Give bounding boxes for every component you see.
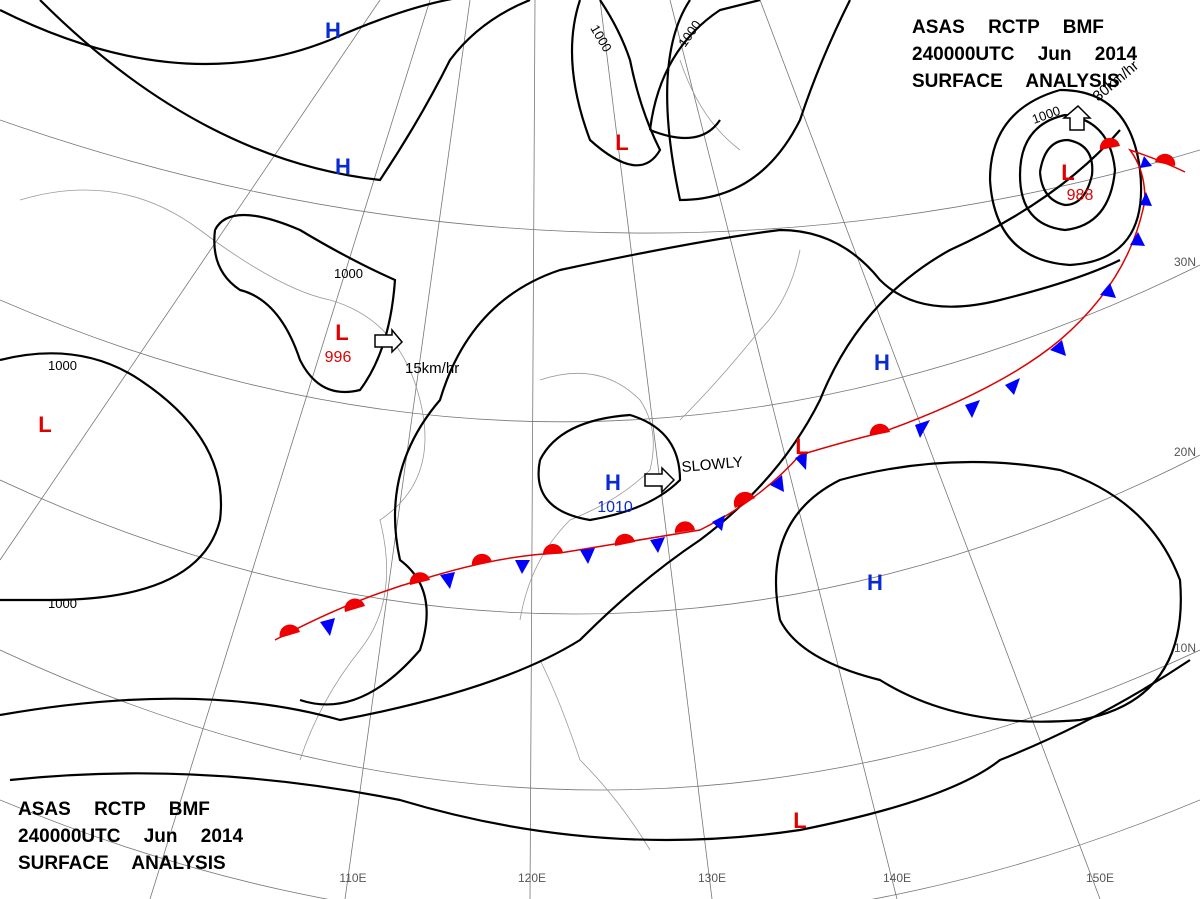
isobar-label: 1000 [48, 596, 77, 611]
latitude-label: 20N [1174, 445, 1196, 459]
longitude-label: 140E [883, 871, 911, 885]
front [274, 137, 1186, 641]
isobars [0, 0, 1191, 842]
labels: ASAS RCTP BMF 240000UTC Jun 2014 SURFACE A… [18, 17, 1196, 885]
longitude-label: 130E [698, 871, 726, 885]
pressure-center-label: H [335, 154, 351, 179]
footer-line: SURFACE ANALYSIS [18, 853, 226, 874]
pressure-value: 1010 [597, 499, 633, 516]
header-line: ASAS RCTP BMF [912, 17, 1104, 38]
pressure-value: 996 [325, 349, 352, 366]
pressure-center-label: H [874, 350, 890, 375]
motion-label: 15km/hr [405, 360, 459, 377]
latitude-label: 30N [1174, 255, 1196, 269]
motion-label: SLOWLY [681, 454, 744, 476]
longitude-label: 110E [339, 871, 366, 885]
pressure-center-label: H [325, 18, 341, 43]
isobar-label: 1000 [334, 266, 363, 281]
pressure-center-label: H [867, 570, 883, 595]
longitude-label: 120E [518, 871, 546, 885]
header-line: SURFACE ANALYSIS [912, 71, 1120, 92]
pressure-center-label: H [605, 470, 621, 495]
pressure-center-label: L [793, 808, 806, 833]
isobar-label: 1000 [48, 358, 77, 373]
longitude-label: 150E [1086, 871, 1114, 885]
footer-line: ASAS RCTP BMF [18, 799, 210, 820]
motion-arrows [374, 104, 1092, 494]
pressure-center-label: L [335, 320, 348, 345]
latitude-label: 10N [1174, 641, 1196, 655]
pressure-center-label: L [1061, 160, 1074, 185]
pressure-value: 988 [1067, 187, 1094, 204]
pressure-center-label: L [38, 412, 51, 437]
pressure-center-label: L [795, 434, 808, 459]
footer-line: 240000UTC Jun 2014 [18, 826, 243, 847]
header-line: 240000UTC Jun 2014 [912, 44, 1137, 65]
pressure-center-label: L [615, 130, 628, 155]
